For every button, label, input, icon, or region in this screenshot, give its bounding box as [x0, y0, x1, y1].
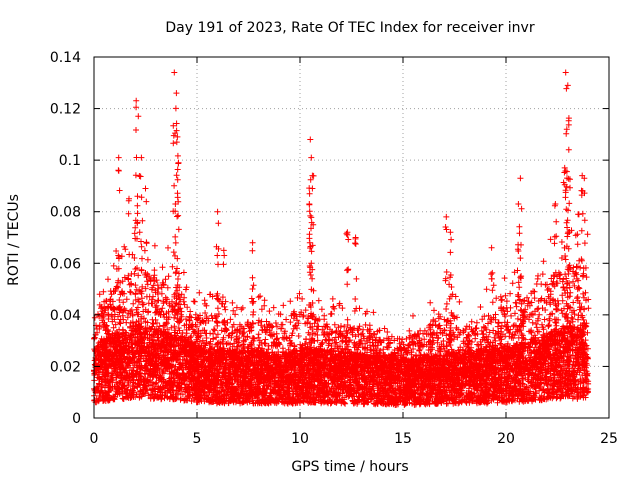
x-tick-label: 20 — [497, 431, 515, 447]
spike-points — [141, 185, 150, 369]
spike-points — [514, 201, 523, 341]
spike-points — [306, 136, 315, 331]
spike-points — [219, 247, 228, 358]
x-tick-label: 10 — [291, 431, 309, 447]
x-tick-label: 5 — [193, 431, 202, 447]
spike-points — [306, 201, 314, 351]
data-points — [91, 69, 592, 408]
spike-points — [551, 201, 560, 343]
spike-points — [132, 97, 141, 325]
spike-points — [171, 201, 180, 350]
spike-points — [564, 146, 573, 309]
y-tick-label: 0.12 — [50, 102, 81, 118]
spike-points — [560, 164, 569, 320]
spike-points — [446, 229, 455, 367]
spike-points — [580, 175, 589, 353]
spike-points — [351, 234, 360, 365]
y-tick-label: 0.06 — [50, 256, 81, 272]
spike-points — [308, 172, 317, 360]
y-tick-label: 0.1 — [59, 153, 81, 169]
spike-points — [213, 208, 222, 361]
y-tick-label: 0.08 — [50, 205, 81, 221]
x-tick-label: 15 — [394, 431, 412, 447]
x-tick-label: 25 — [600, 431, 618, 447]
plot-frame — [93, 56, 610, 419]
spike-points — [343, 229, 352, 367]
spike-points — [124, 195, 133, 367]
x-tick-label: 0 — [90, 431, 99, 447]
y-axis-label: ROTI / TECUs — [6, 194, 22, 286]
data-point-cloud — [91, 227, 592, 408]
spike-points — [137, 154, 146, 357]
y-tick-label: 0.02 — [50, 359, 81, 375]
spike-points — [248, 239, 257, 369]
spike-points — [174, 159, 183, 334]
y-tick-label: 0 — [72, 411, 81, 427]
x-axis-label: GPS time / hours — [291, 459, 408, 475]
chart-title: Day 191 of 2023, Rate Of TEC Index for r… — [165, 20, 534, 36]
y-tick-label: 0.14 — [50, 50, 81, 66]
y-tick-label: 0.04 — [50, 308, 81, 324]
axes: 0 5 10 15 20 25 0 0.02 0.04 0.06 0.08 0.1 0.12 0.14 — [50, 50, 618, 447]
spike-points — [574, 211, 583, 361]
spike-points — [488, 244, 496, 370]
spike-points — [442, 213, 450, 364]
spike-points — [307, 154, 316, 367]
spike-points — [172, 90, 181, 316]
spike-points — [170, 69, 179, 321]
spike-points — [114, 154, 123, 356]
